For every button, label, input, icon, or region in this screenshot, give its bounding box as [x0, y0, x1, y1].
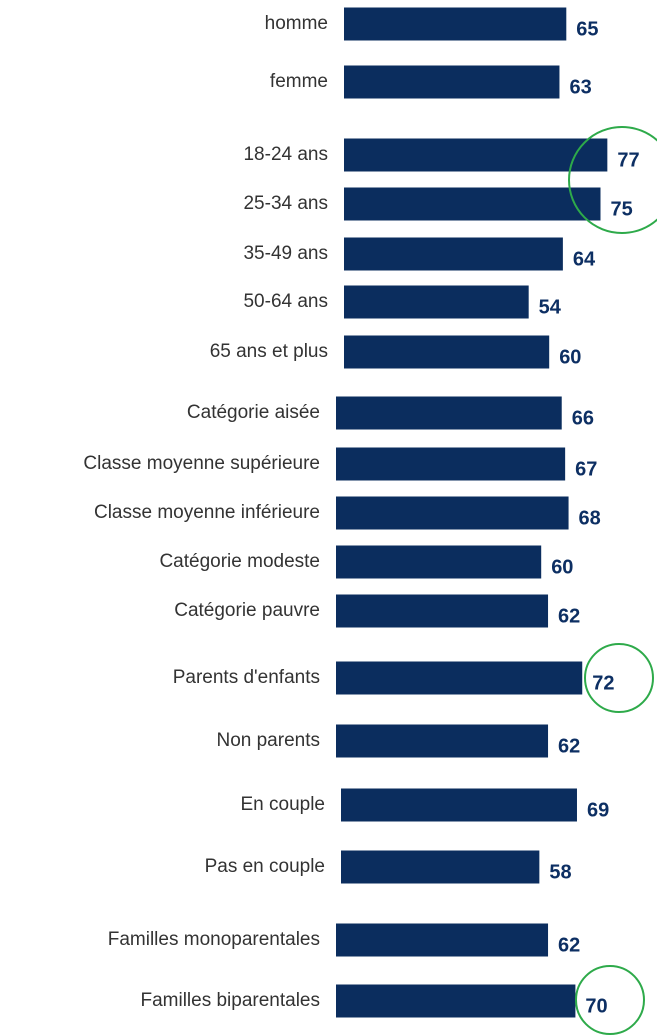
highlight-circle [568, 126, 657, 234]
value-label: 63 [569, 76, 591, 98]
value-label: 64 [573, 248, 596, 270]
category-label: Parents d'enfants [173, 667, 320, 688]
bar [344, 7, 567, 41]
category-label: 18-24 ans [243, 144, 328, 165]
bar [341, 850, 540, 884]
category-label: Catégorie aisée [187, 402, 320, 423]
bar [336, 661, 583, 695]
category-label: Catégorie modeste [159, 551, 320, 572]
value-label: 75 [611, 198, 633, 220]
bar [344, 285, 529, 319]
value-label: 68 [579, 507, 601, 529]
category-label: Catégorie pauvre [174, 600, 320, 621]
bar [344, 237, 563, 271]
category-label: 65 ans et plus [210, 341, 328, 362]
value-label: 62 [558, 605, 580, 627]
bar [336, 594, 549, 628]
bar [344, 138, 608, 172]
value-label: 69 [587, 799, 609, 821]
bar [336, 447, 566, 481]
bar [336, 984, 576, 1018]
bar [336, 545, 542, 579]
value-label: 67 [575, 458, 597, 480]
bar [336, 724, 549, 758]
category-label: Classe moyenne inférieure [94, 502, 320, 523]
highlight-circle [584, 643, 654, 713]
category-label: Pas en couple [205, 856, 325, 877]
highlight-circle [575, 965, 645, 1035]
category-label: 25-34 ans [243, 193, 328, 214]
bars: 65 homme 63 femme 77 18-24 ans 75 25-34 ans 64 35… [83, 7, 640, 1018]
bar [344, 335, 550, 369]
category-label: En couple [240, 794, 325, 815]
bar [336, 396, 562, 430]
value-label: 58 [549, 861, 571, 883]
value-label: 72 [592, 672, 614, 694]
value-label: 70 [585, 995, 607, 1017]
category-label: Familles biparentales [140, 990, 320, 1011]
bar [336, 923, 549, 957]
bar [344, 65, 560, 99]
bar [344, 187, 601, 221]
value-label: 62 [558, 934, 580, 956]
category-label: 35-49 ans [243, 243, 328, 264]
value-label: 54 [539, 296, 562, 318]
category-label: homme [265, 13, 328, 34]
value-label: 60 [551, 556, 573, 578]
value-label: 77 [617, 149, 639, 171]
value-label: 60 [559, 346, 581, 368]
value-label: 62 [558, 735, 580, 757]
value-label: 66 [572, 407, 594, 429]
bar [341, 788, 577, 822]
category-label: Familles monoparentales [108, 929, 320, 950]
category-label: 50-64 ans [243, 291, 328, 312]
value-label: 65 [576, 18, 598, 40]
category-label: Non parents [216, 730, 320, 751]
bar [336, 496, 569, 530]
category-label: femme [270, 71, 328, 92]
category-label: Classe moyenne supérieure [83, 453, 320, 474]
